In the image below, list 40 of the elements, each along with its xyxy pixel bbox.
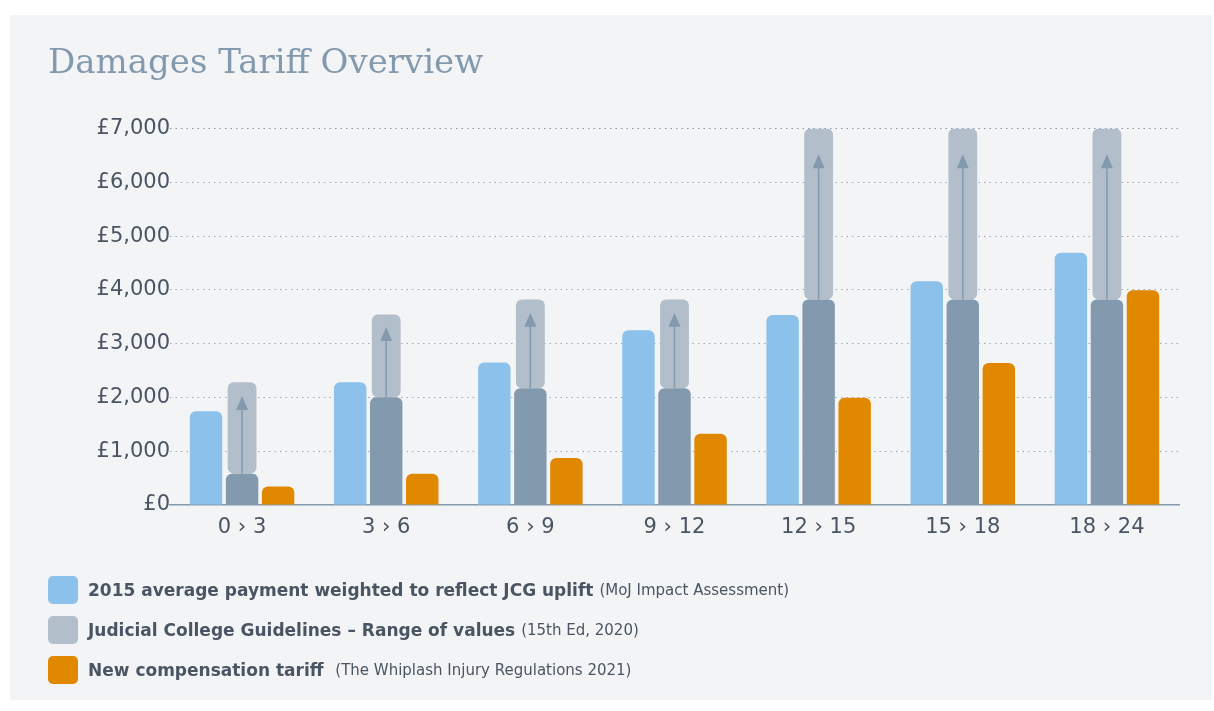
bar: [804, 128, 834, 300]
x-tick-label: 15 › 18: [925, 513, 1001, 538]
bar: [622, 330, 655, 505]
bar: [515, 299, 545, 389]
bar: [478, 362, 511, 505]
x-tick-label: 6 › 9: [506, 513, 555, 538]
bar: [227, 382, 257, 474]
y-tick-label: £2,000: [96, 383, 170, 408]
bar: [1092, 128, 1122, 300]
bar: [550, 458, 583, 505]
y-tick-label: £7,000: [96, 115, 170, 140]
bar: [838, 397, 871, 505]
bar: [1126, 290, 1160, 505]
y-tick-label: £5,000: [96, 222, 170, 247]
x-tick-label: 3 › 6: [361, 513, 411, 538]
x-tick-label: 0 › 3: [217, 513, 267, 538]
y-tick-label: £6,000: [96, 168, 170, 193]
legend-label: Judicial College Guidelines – Range of values (15th Ed, 2020): [88, 620, 639, 640]
chart-title: Damages Tariff Overview: [48, 41, 484, 81]
bar: [1054, 252, 1088, 505]
bar: [694, 433, 727, 505]
y-tick-label: £1,000: [96, 437, 170, 462]
bar: [406, 473, 439, 505]
bar: [766, 315, 799, 505]
bar: [261, 486, 295, 505]
x-tick-label: 12 › 15: [781, 513, 857, 538]
bar: [982, 362, 1016, 505]
bar: [948, 128, 978, 300]
bar: [371, 314, 401, 398]
x-tick-label: 18 › 24: [1069, 513, 1145, 538]
x-tick-label: 9 › 12: [643, 513, 706, 538]
bar: [189, 411, 223, 505]
legend-label: 2015 average payment weighted to reflect JCG uplift (MoJ Impact Assessment): [88, 580, 790, 600]
bar: [333, 382, 367, 505]
y-tick-label: £3,000: [96, 330, 170, 355]
legend-label: New compensation tariff (The Whiplash Injury Regulations 2021): [88, 660, 632, 680]
bar: [910, 281, 943, 505]
bar: [660, 299, 689, 389]
y-tick-label: £4,000: [96, 276, 170, 301]
y-tick-label: £0: [143, 491, 170, 516]
